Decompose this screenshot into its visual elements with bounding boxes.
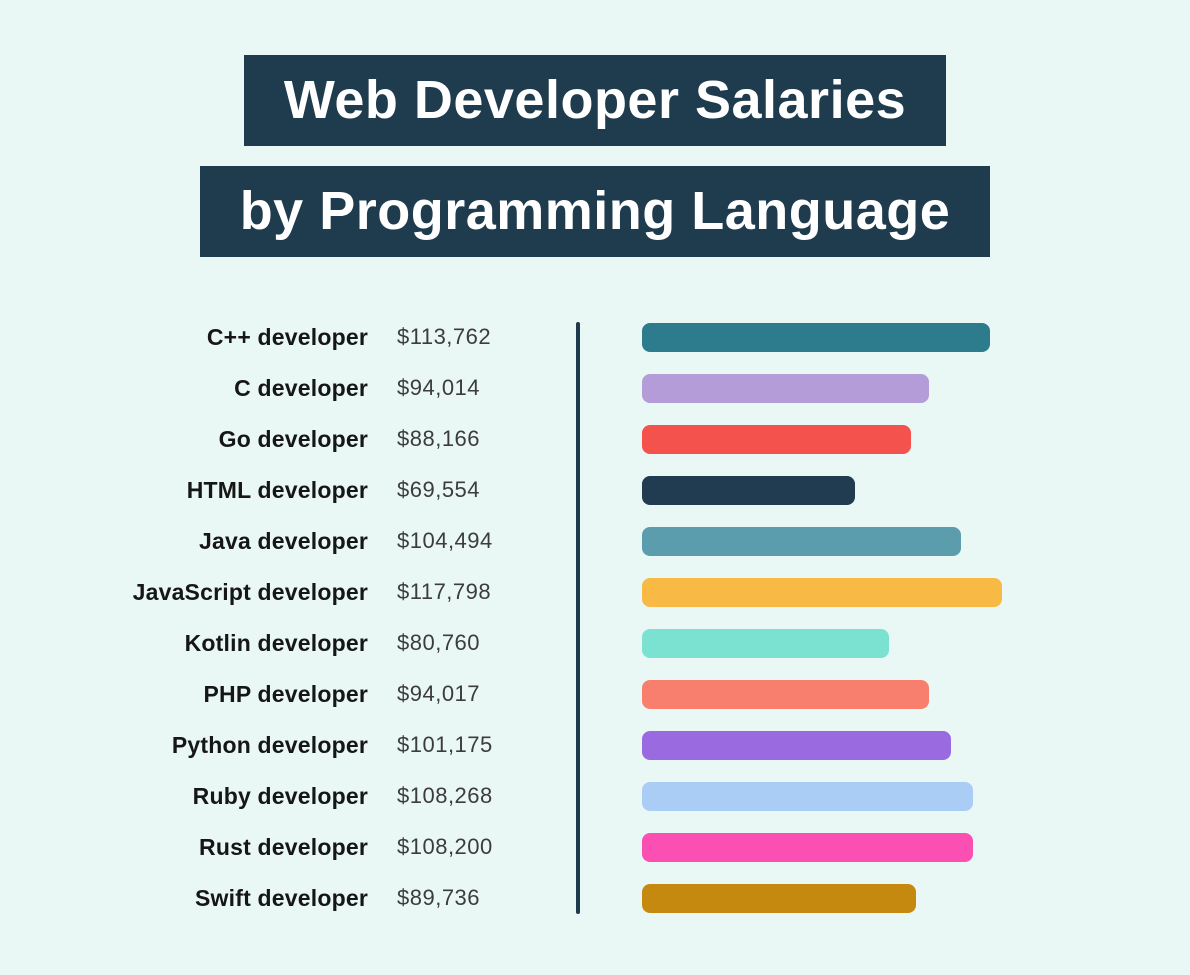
bar	[642, 628, 889, 658]
bar-track	[642, 628, 1002, 658]
salary-value: $94,014	[397, 375, 481, 401]
category-label: Python developer	[171, 731, 368, 758]
bar-cell	[578, 679, 1190, 709]
salary-value: $108,200	[397, 834, 493, 860]
salary-value: $108,268	[397, 783, 493, 809]
chart-row: JavaScript developer $117,798	[0, 567, 1190, 618]
bar	[642, 679, 930, 709]
chart-row: Kotlin developer $80,760	[0, 618, 1190, 669]
bar	[642, 475, 855, 505]
bar-track	[642, 781, 1002, 811]
bar-track	[642, 322, 1002, 352]
salary-value: $104,494	[397, 528, 493, 554]
bar-track	[642, 373, 1002, 403]
bar-cell	[578, 373, 1190, 403]
category-label: C++ developer	[206, 323, 368, 350]
category-label: HTML developer	[186, 476, 368, 503]
bar	[642, 322, 990, 352]
chart-row: C++ developer $113,762	[0, 312, 1190, 363]
category-label: PHP developer	[203, 680, 368, 707]
chart-row: Python developer $101,175	[0, 720, 1190, 771]
category-label: Rust developer	[199, 833, 368, 860]
title-line-2: by Programming Language	[199, 165, 991, 257]
category-label: C developer	[234, 374, 368, 401]
category-label: Swift developer	[195, 884, 368, 911]
category-label: JavaScript developer	[132, 578, 368, 605]
bar	[642, 832, 973, 862]
bar	[642, 730, 952, 760]
title-line-1: Web Developer Salaries	[243, 55, 947, 146]
category-label: Java developer	[198, 527, 368, 554]
bar	[642, 577, 1002, 607]
bar-track	[642, 883, 1002, 913]
bar-cell	[578, 730, 1190, 760]
bar-cell	[578, 577, 1190, 607]
bar	[642, 883, 917, 913]
bar-chart: C++ developer $113,762 C developer $94,0…	[0, 312, 1190, 924]
chart-rows: C++ developer $113,762 C developer $94,0…	[0, 312, 1190, 924]
category-label: Kotlin developer	[184, 629, 368, 656]
chart-row: Go developer $88,166	[0, 414, 1190, 465]
bar-cell	[578, 781, 1190, 811]
chart-row: Ruby developer $108,268	[0, 771, 1190, 822]
chart-row: HTML developer $69,554	[0, 465, 1190, 516]
bar	[642, 424, 912, 454]
bar-track	[642, 424, 1002, 454]
salary-value: $94,017	[397, 681, 481, 707]
salary-value: $101,175	[397, 732, 493, 758]
bar-cell	[578, 628, 1190, 658]
chart-row: PHP developer $94,017	[0, 669, 1190, 720]
salary-value: $117,798	[397, 579, 492, 605]
salary-value: $89,736	[397, 885, 481, 911]
bar	[642, 373, 930, 403]
chart-title-area: Web Developer Salaries by Programming La…	[0, 0, 1190, 257]
bar-cell	[578, 832, 1190, 862]
bar-cell	[578, 322, 1190, 352]
bar	[642, 781, 973, 811]
axis-divider-line	[576, 321, 580, 914]
bar-track	[642, 475, 1002, 505]
salary-value: $69,554	[397, 477, 481, 503]
bar-cell	[578, 526, 1190, 556]
chart-row: Swift developer $89,736	[0, 873, 1190, 924]
bar	[642, 526, 962, 556]
chart-row: Rust developer $108,200	[0, 822, 1190, 873]
bar-cell	[578, 424, 1190, 454]
bar-track	[642, 832, 1002, 862]
category-label: Go developer	[218, 425, 368, 452]
salary-value: $88,166	[397, 426, 481, 452]
category-label: Ruby developer	[192, 782, 368, 809]
salary-value: $113,762	[397, 324, 492, 350]
bar-track	[642, 526, 1002, 556]
salary-value: $80,760	[397, 630, 481, 656]
bar-cell	[578, 883, 1190, 913]
bar-track	[642, 679, 1002, 709]
chart-row: Java developer $104,494	[0, 516, 1190, 567]
bar-cell	[578, 475, 1190, 505]
bar-track	[642, 577, 1002, 607]
chart-row: C developer $94,014	[0, 363, 1190, 414]
bar-track	[642, 730, 1002, 760]
